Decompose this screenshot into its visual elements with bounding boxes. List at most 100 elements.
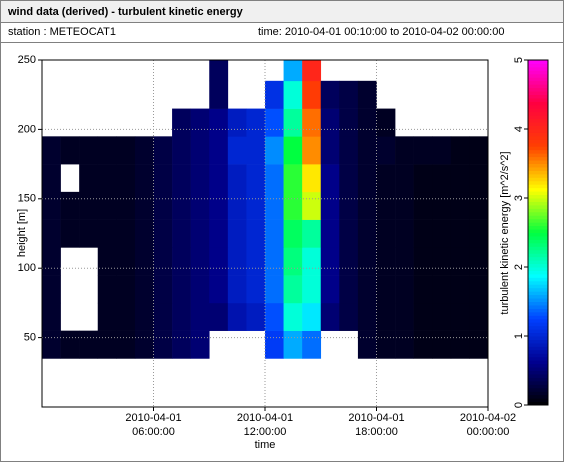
- heatmap-cell: [97, 302, 117, 331]
- heatmap-cell: [339, 136, 359, 165]
- heatmap-cell: [413, 247, 433, 276]
- heatmap: [42, 60, 488, 359]
- colorbar-step: [528, 73, 548, 78]
- colorbar-step: [528, 149, 548, 154]
- colorbar-step: [528, 222, 548, 227]
- colorbar-step: [528, 308, 548, 313]
- colorbar-step: [528, 363, 548, 368]
- colorbar-step: [528, 270, 548, 275]
- chart-title: wind data (derived) - turbulent kinetic …: [7, 6, 244, 18]
- colorbar-step: [528, 60, 548, 64]
- heatmap-cell: [227, 247, 247, 276]
- heatmap-cell: [97, 136, 117, 165]
- y-tick-label: 100: [18, 262, 36, 274]
- heatmap-cell: [357, 80, 377, 109]
- heatmap-cell: [153, 247, 173, 276]
- heatmap-cell: [79, 191, 99, 220]
- heatmap-cell: [134, 164, 154, 193]
- heatmap-cell: [376, 302, 396, 331]
- heatmap-cell: [42, 191, 61, 220]
- heatmap-cell: [376, 191, 396, 220]
- colorbar-step: [528, 166, 548, 171]
- heatmap-cell: [395, 302, 414, 331]
- heatmap-cell: [246, 247, 266, 276]
- heatmap-cell: [209, 164, 229, 193]
- heatmap-cell: [320, 247, 340, 276]
- colorbar-step: [528, 235, 548, 240]
- colorbar-step: [528, 301, 548, 306]
- heatmap-cell: [339, 302, 359, 331]
- heatmap-cell: [450, 302, 470, 331]
- heatmap-cell: [395, 275, 414, 304]
- heatmap-cell: [283, 80, 303, 109]
- colorbar-step: [528, 87, 548, 92]
- colorbar-step: [528, 311, 548, 316]
- colorbar-tick-label: 5: [513, 57, 525, 63]
- colorbar-step: [528, 263, 548, 268]
- heatmap-cell: [246, 275, 266, 304]
- colorbar-step: [528, 118, 548, 123]
- heatmap-cell: [450, 330, 470, 359]
- y-tick-label: 150: [18, 193, 36, 205]
- colorbar-step: [528, 80, 548, 85]
- colorbar-step: [528, 146, 548, 151]
- heatmap-cell: [395, 219, 414, 248]
- heatmap-cell: [79, 330, 99, 359]
- heatmap-cell: [339, 219, 359, 248]
- colorbar-step: [528, 267, 548, 271]
- heatmap-cell: [283, 275, 303, 304]
- heatmap-cell: [432, 302, 452, 331]
- heatmap-cell: [190, 191, 210, 220]
- colorbar-step: [528, 153, 548, 158]
- colorbar-step: [528, 325, 548, 330]
- colorbar-step: [528, 246, 548, 251]
- heatmap-cell: [116, 247, 136, 276]
- heatmap-cell: [413, 136, 433, 165]
- heatmap-cell: [116, 330, 136, 359]
- heatmap-cell: [302, 80, 322, 109]
- station: station : METEOCAT1: [8, 26, 116, 38]
- heatmap-cell: [265, 136, 284, 165]
- colorbar-step: [528, 294, 548, 299]
- heatmap-cell: [172, 191, 191, 220]
- colorbar-step: [528, 401, 548, 406]
- heatmap-cell: [302, 219, 322, 248]
- heatmap-cell: [357, 247, 377, 276]
- colorbar-step: [528, 63, 548, 68]
- heatmap-cell: [60, 191, 80, 220]
- heatmap-cell: [246, 219, 266, 248]
- colorbar-step: [528, 218, 548, 223]
- period: time: 2010-04-01 00:10:00 to 2010-04-02 …: [258, 26, 504, 38]
- colorbar-step: [528, 156, 548, 161]
- heatmap-cell: [60, 136, 80, 165]
- colorbar-step: [528, 170, 548, 175]
- heatmap-cell: [432, 275, 452, 304]
- heatmap-cell: [153, 330, 173, 359]
- heatmap-cell: [302, 136, 322, 165]
- colorbar-step: [528, 211, 548, 216]
- heatmap-cell: [469, 330, 488, 359]
- heatmap-cell: [246, 136, 266, 165]
- heatmap-cell: [42, 302, 61, 331]
- heatmap-cell: [302, 275, 322, 304]
- heatmap-cell: [134, 191, 154, 220]
- heatmap-cell: [246, 302, 266, 331]
- colorbar-step: [528, 139, 548, 144]
- heatmap-cell: [153, 219, 173, 248]
- colorbar-step: [528, 191, 548, 196]
- colorbar-step: [528, 115, 548, 120]
- colorbar-step: [528, 377, 548, 382]
- colorbar-step: [528, 225, 548, 230]
- heatmap-cell: [227, 219, 247, 248]
- heatmap-cell: [357, 164, 377, 193]
- colorbar-step: [528, 180, 548, 185]
- heatmap-cell: [339, 247, 359, 276]
- heatmap-cell: [172, 164, 191, 193]
- heatmap-cell: [432, 219, 452, 248]
- colorbar-step: [528, 280, 548, 285]
- heatmap-cell: [432, 191, 452, 220]
- heatmap-cell: [432, 136, 452, 165]
- heatmap-cell: [320, 108, 340, 137]
- x-tick-label: 2010-04-01 18:00:00: [348, 412, 404, 438]
- heatmap-cell: [134, 330, 154, 359]
